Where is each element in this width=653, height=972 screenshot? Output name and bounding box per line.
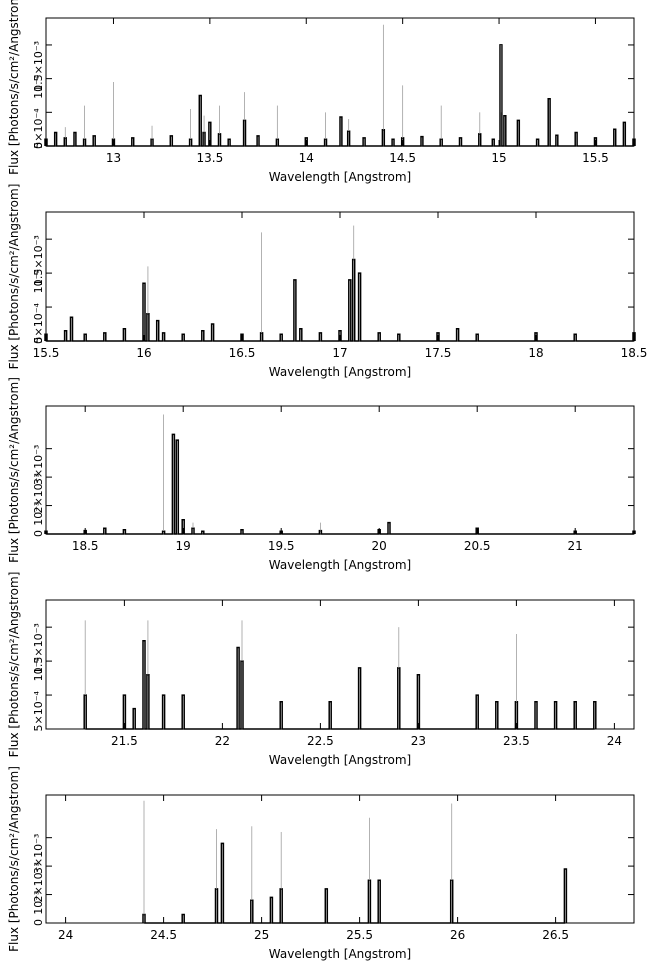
- chart-panel-5: 24 24.5 25 25.5 26 26.5 0 10⁻³2×10⁻³3×10⁻³ Wavel…: [7, 766, 635, 961]
- x-tick-label: 18: [528, 346, 543, 360]
- x-axis-label: Wavelength [Angstrom]: [269, 558, 411, 572]
- plot-frame: [45, 599, 635, 730]
- x-tick-label: 13.5: [197, 151, 224, 165]
- x-axis-label: Wavelength [Angstrom]: [269, 365, 411, 379]
- spectrum-histogram: [44, 44, 636, 147]
- y-tick-label: 10⁻³: [32, 269, 45, 293]
- y-tick-label: 10⁻³: [32, 657, 45, 681]
- x-axis-label: Wavelength [Angstrom]: [269, 947, 411, 961]
- x-tick-label: 22: [215, 734, 230, 748]
- y-tick-label: 5×10⁻⁴: [32, 302, 45, 343]
- y-tick-label: 5×10⁻⁴: [32, 690, 45, 731]
- x-tick-label: 15.5: [582, 151, 609, 165]
- chart-panel-3: 18.5 19 19.5 20 20.5 21 0 10⁻³2×10⁻³3×10⁻³ Wavel…: [7, 377, 636, 572]
- spectrum-histogram: [83, 639, 597, 730]
- y-tick-label: 2×10⁻³: [32, 862, 45, 902]
- y-axis-label: Flux [Photons/s/cm²/Angstrom]: [7, 377, 21, 563]
- y-tick-label: 10⁻³: [32, 502, 45, 526]
- x-tick-label: 15: [491, 151, 506, 165]
- plot-frame: [45, 794, 635, 924]
- chart-panel-4: 21.5 22 22.5 23 23.5 24 5×10⁻⁴ 10⁻³1.5×10⁻³ Wave…: [7, 572, 635, 767]
- x-tick-label: 20: [372, 539, 387, 553]
- spectrum-histogram: [142, 842, 568, 924]
- x-tick-label: 18.5: [72, 539, 99, 553]
- x-tick-label: 13: [106, 151, 121, 165]
- y-tick-label: 10⁻³: [32, 75, 45, 99]
- y-tick-label: 1.5×10⁻³: [32, 623, 45, 674]
- spectrum-histogram: [44, 433, 636, 535]
- x-tick-label: 14.5: [389, 151, 416, 165]
- plot-frame: [45, 405, 635, 535]
- x-tick-label: 19.5: [268, 539, 295, 553]
- y-axis-label: Flux [Photons/s/cm²/Angstrom]: [7, 766, 21, 952]
- x-tick-label: 21: [568, 539, 583, 553]
- y-tick-label: 0: [32, 142, 45, 149]
- y-tick-label: 3×10⁻³: [32, 834, 45, 874]
- y-tick-label: 0: [32, 919, 45, 926]
- x-tick-label: 22.5: [307, 734, 334, 748]
- x-tick-label: 16: [136, 346, 151, 360]
- x-tick-label: 15.5: [33, 346, 60, 360]
- x-tick-label: 23: [411, 734, 426, 748]
- plot-frame: [45, 17, 635, 147]
- y-axis-label: Flux [Photons/s/cm²/Angstrom]: [7, 184, 21, 370]
- x-tick-label: 18.5: [621, 346, 648, 360]
- chart-panel-2: 15.5 16 16.5 17 17.5 18 18.5 05×10⁻⁴ 10⁻³1.5×10⁻…: [7, 184, 647, 379]
- y-tick-label: 0: [32, 337, 45, 344]
- x-tick-label: 24.5: [150, 928, 177, 942]
- x-tick-label: 17.5: [425, 346, 452, 360]
- y-tick-label: 0: [32, 530, 45, 537]
- x-tick-label: 23.5: [503, 734, 530, 748]
- x-tick-label: 16.5: [229, 346, 256, 360]
- x-tick-label: 17: [332, 346, 347, 360]
- x-tick-label: 24: [607, 734, 622, 748]
- x-axis-label: Wavelength [Angstrom]: [269, 170, 411, 184]
- y-axis-label: Flux [Photons/s/cm²/Angstrom]: [7, 0, 21, 175]
- y-tick-label: 1.5×10⁻³: [32, 235, 45, 286]
- chart-panel-1: 13 13.5 14 14.5 15 15.5 05×10⁻⁴ 10⁻³1.5×10⁻³ Wav…: [7, 0, 636, 184]
- x-axis-label: Wavelength [Angstrom]: [269, 753, 411, 767]
- x-tick-label: 24: [58, 928, 73, 942]
- plot-frame: [45, 211, 635, 342]
- y-tick-label: 5×10⁻⁴: [32, 108, 45, 149]
- x-tick-label: 26: [450, 928, 465, 942]
- x-tick-label: 21.5: [111, 734, 138, 748]
- spectrum-histogram: [44, 258, 636, 342]
- x-tick-label: 14: [299, 151, 314, 165]
- x-tick-label: 20.5: [464, 539, 491, 553]
- x-tick-label: 25.5: [346, 928, 373, 942]
- y-tick-label: 1.5×10⁻³: [32, 41, 45, 92]
- x-tick-label: 19: [176, 539, 191, 553]
- y-axis-label: Flux [Photons/s/cm²/Angstrom]: [7, 572, 21, 758]
- y-tick-label: 2×10⁻³: [32, 473, 45, 513]
- y-tick-label: 10⁻³: [32, 891, 45, 915]
- y-tick-label: 3×10⁻³: [32, 445, 45, 485]
- x-tick-label: 26.5: [542, 928, 569, 942]
- x-tick-label: 25: [254, 928, 269, 942]
